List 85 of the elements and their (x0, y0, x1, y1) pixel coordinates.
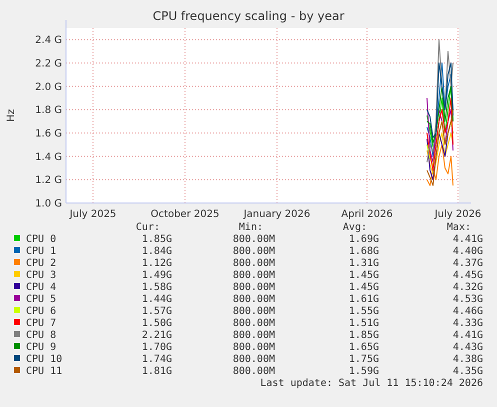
text: Cur: (136, 222, 160, 233)
text: 1.31G (348, 258, 379, 269)
text: 1.69G (348, 234, 379, 245)
text: 1.85G (348, 330, 379, 341)
x-tick-label: January 2026 (242, 209, 310, 220)
text: 4.37G (452, 258, 483, 269)
legend-label: CPU 1 (26, 246, 56, 257)
line-series (426, 144, 454, 186)
line-series (426, 132, 454, 174)
text: 1.45G (348, 270, 379, 281)
y-tick-label: 1.0 G (35, 198, 62, 210)
x-tick-label: July 2026 (434, 209, 482, 220)
text: 1.55G (348, 306, 379, 317)
text: 4.40G (452, 246, 483, 257)
text: 1.49G (142, 270, 172, 281)
text: 800.00M (232, 366, 275, 377)
legend-label: CPU 4 (26, 282, 56, 293)
y-tick-label: 1.8 G (35, 105, 62, 116)
text: 1.61G (348, 294, 379, 305)
text: 4.43G (452, 342, 483, 353)
legend-label: CPU 5 (26, 294, 56, 305)
legend-label: CPU 7 (26, 318, 56, 329)
text: 2.21G (142, 330, 172, 341)
y-tick-label: 2.0 G (35, 82, 62, 93)
text: Min: (238, 222, 263, 233)
text: 800.00M (232, 330, 275, 341)
text: 1.70G (142, 342, 172, 353)
text: 4.41G (452, 234, 483, 245)
text: 1.84G (142, 246, 172, 257)
y-tick-label: 1.6 G (35, 128, 62, 140)
text: Avg: (342, 222, 367, 233)
x-tick-label: April 2026 (341, 209, 393, 220)
text: 1.51G (348, 318, 379, 329)
line-series (426, 109, 454, 186)
text: 4.46G (452, 306, 483, 317)
text: 4.33G (452, 318, 483, 329)
text: 4.32G (452, 282, 483, 293)
text: 1.58G (142, 282, 172, 293)
text: 4.38G (452, 354, 483, 365)
text: 1.12G (142, 258, 172, 269)
text: 800.00M (232, 294, 275, 305)
text: 800.00M (232, 258, 275, 269)
x-tick-label: October 2025 (150, 209, 220, 220)
text: 800.00M (232, 246, 275, 257)
text: 1.50G (142, 318, 172, 329)
text: 800.00M (232, 270, 275, 281)
legend-label: CPU 11 (26, 366, 62, 377)
text: 4.35G (452, 366, 483, 377)
text: Max: (446, 222, 471, 233)
text: 4.53G (452, 294, 483, 305)
line-series (426, 39, 454, 163)
text: 4.45G (452, 270, 483, 281)
y-tick-label: 1.2 G (35, 175, 62, 186)
legend-label: CPU 8 (26, 330, 56, 341)
legend-label: CPU 9 (26, 342, 56, 353)
text: 1.65G (348, 342, 379, 353)
y-tick-label: 1.4 G (35, 152, 62, 163)
line-series (426, 62, 454, 138)
text: 1.85G (142, 234, 172, 245)
text: Last update: Sat Jul 11 15:10:24 2026 (260, 378, 483, 389)
legend-label: CPU 2 (26, 258, 56, 269)
text: 800.00M (232, 234, 275, 245)
text: 1.81G (142, 366, 172, 377)
legend-label: CPU 6 (26, 306, 56, 317)
text: 1.57G (142, 306, 172, 317)
text: 1.44G (142, 294, 172, 305)
text: 800.00M (232, 318, 275, 329)
y-tick-label: 2.4 G (35, 35, 62, 46)
text: 800.00M (232, 282, 275, 293)
text: 4.41G (452, 330, 483, 341)
y-tick-label: 2.2 G (35, 58, 62, 70)
text: 800.00M (232, 306, 275, 317)
text: 800.00M (232, 354, 275, 365)
legend-label: CPU 3 (26, 270, 56, 281)
x-tick-label: July 2025 (68, 209, 116, 220)
chart-title: CPU frequency scaling - by year (152, 9, 344, 23)
legend-label: CPU 10 (26, 354, 62, 365)
text: 1.45G (348, 282, 379, 293)
text: 1.75G (348, 354, 379, 365)
y-axis-title: Hz (6, 109, 17, 122)
text: 1.74G (142, 354, 172, 365)
legend-label: CPU 0 (26, 234, 56, 245)
text: 1.68G (348, 246, 379, 257)
text: 800.00M (232, 342, 275, 353)
text: 1.59G (348, 366, 379, 377)
